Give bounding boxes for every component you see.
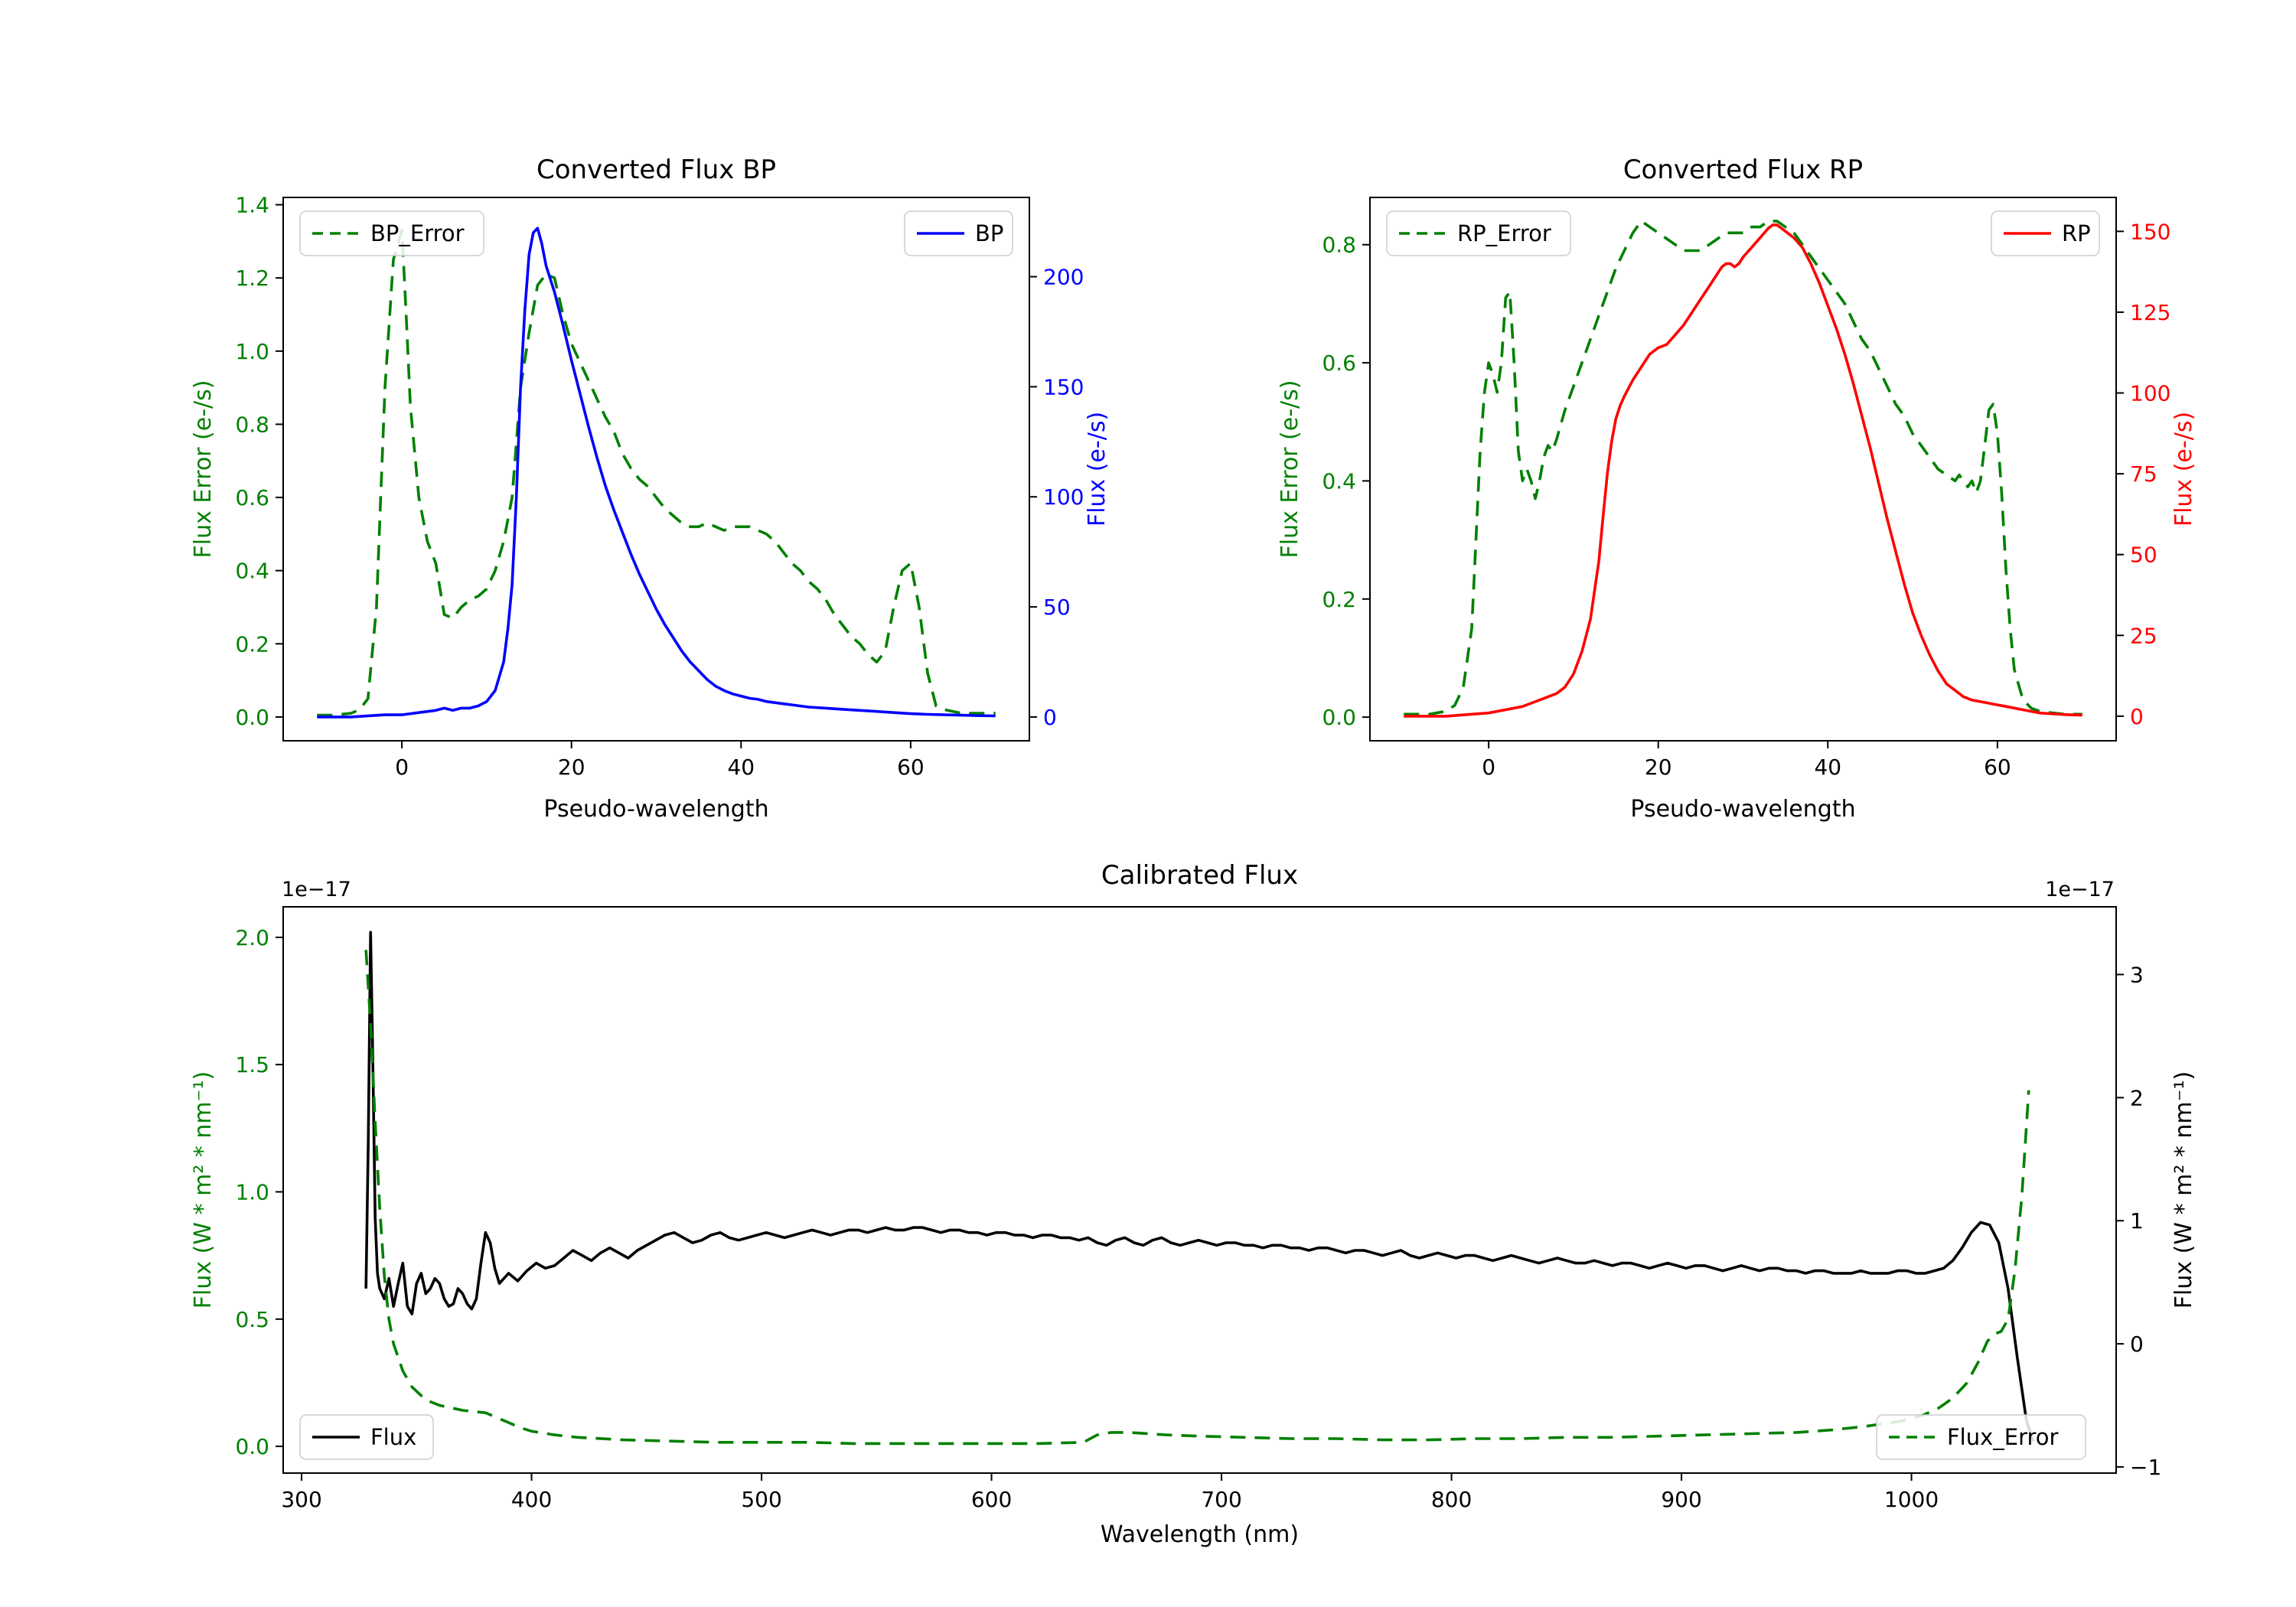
chart-calibrated-flux: 300 400 500 600 700 800 900 1000 0.0 0.5 1.0 1.5 2.0… — [190, 878, 2197, 1512]
y-tick-label-right: 0 — [1043, 705, 1057, 730]
chart-title-rp: Converted Flux RP — [1623, 155, 1864, 185]
x-tick-label: 400 — [511, 1487, 552, 1512]
y-tick-label-right: 200 — [1043, 265, 1084, 290]
legend-label: BP — [975, 220, 1003, 246]
legend-rp-error: RP_Error — [1386, 210, 1571, 256]
legend-flux: Flux — [299, 1414, 434, 1460]
y-tick-label-left: 0.6 — [235, 485, 269, 510]
y-tick-label-left: 0.0 — [1322, 705, 1356, 730]
x-tick-label: 60 — [897, 755, 925, 780]
y-tick-label-right: 150 — [1043, 374, 1084, 399]
legend-box — [299, 1414, 434, 1460]
y-axis-label-left: Flux (W * m² * nm⁻¹) — [190, 1071, 217, 1309]
y-tick-label-right: −1 — [2130, 1455, 2161, 1480]
x-tick-label: 40 — [1814, 755, 1841, 780]
series-line-bp-error — [317, 229, 996, 717]
y-tick-label-left: 2.0 — [235, 925, 269, 950]
y-tick-label-right: 0 — [2130, 1332, 2144, 1357]
y-tick-label-left: 0.8 — [1322, 233, 1356, 258]
y-tick-label-left: 0.5 — [235, 1307, 269, 1332]
y-tick-label-left: 0.2 — [235, 631, 269, 657]
y-tick-label-right: 25 — [2130, 623, 2157, 648]
y-tick-label-right: 0 — [2130, 704, 2144, 729]
y-tick-label-left: 1.0 — [235, 339, 269, 364]
chart-converted-flux-rp: 0 20 40 60 0.0 0.2 0.4 0.6 0.8 0 25 50 75 100 125 150 Fl… — [1277, 197, 2197, 780]
y-tick-label-right: 75 — [2130, 461, 2157, 487]
y-tick-label-right: 100 — [1043, 484, 1084, 510]
y-tick-label-right: 3 — [2130, 962, 2144, 987]
x-tick-label: 20 — [558, 755, 585, 780]
y-tick-label-left: 1.5 — [235, 1052, 269, 1077]
y-tick-label-left: 0.6 — [1322, 350, 1356, 376]
series-line-rp — [1404, 223, 2082, 718]
x-tick-label: 0 — [1482, 755, 1495, 780]
y-axis-label-left: Flux Error (e-/s) — [190, 380, 217, 559]
y-tick-label-left: 0.4 — [235, 559, 269, 584]
legend-box — [299, 210, 484, 256]
x-tick-label: 900 — [1661, 1487, 1701, 1512]
y-axis-label-left: Flux Error (e-/s) — [1277, 380, 1303, 559]
legend-box — [1386, 210, 1571, 256]
plot-border — [282, 197, 1030, 742]
x-tick-label: 0 — [395, 755, 409, 780]
y-tick-label-right: 2 — [2130, 1085, 2144, 1110]
legend-flux-error: Flux_Error — [1876, 1414, 2086, 1460]
y-tick-label-right: 125 — [2130, 300, 2170, 325]
x-tick-label: 1000 — [1884, 1487, 1939, 1512]
y-tick-label-left: 1.4 — [235, 193, 269, 218]
legend-label: BP_Error — [370, 220, 465, 246]
y-tick-label-right: 50 — [1043, 595, 1071, 620]
chart-title-bp: Converted Flux BP — [536, 155, 777, 185]
legend-bp-error: BP_Error — [299, 210, 484, 256]
y-tick-label-right: 1 — [2130, 1208, 2144, 1234]
y-tick-label-left: 0.0 — [235, 705, 269, 730]
y-tick-label-left: 0.4 — [1322, 468, 1356, 494]
chart-converted-flux-bp: 0 20 40 60 0.0 0.2 0.4 0.6 0.8 1.0 1.2 1.4 0 50 100 150… — [190, 193, 1110, 780]
y-tick-label-right: 50 — [2130, 543, 2157, 568]
chart-title-calibrated: Calibrated Flux — [1101, 860, 1299, 891]
y-tick-label-left: 1.0 — [235, 1179, 269, 1204]
x-tick-label: 500 — [741, 1487, 781, 1512]
y-tick-label-left: 0.0 — [235, 1434, 269, 1459]
x-tick-label: 800 — [1431, 1487, 1472, 1512]
x-axis-label-rp: Pseudo-wavelength — [1630, 796, 1856, 823]
x-axis-label-bp: Pseudo-wavelength — [543, 796, 769, 823]
y-tick-label-right: 150 — [2130, 219, 2170, 244]
legend-label: RP — [2062, 220, 2091, 246]
y-axis-label-right: Flux (W * m² * nm⁻¹) — [2170, 1071, 2197, 1309]
x-tick-label: 20 — [1645, 755, 1672, 780]
legend-label: Flux_Error — [1947, 1424, 2059, 1450]
y-axis-label-right: Flux (e-/s) — [2170, 412, 2197, 526]
series-line-bp — [317, 227, 996, 719]
x-tick-label: 60 — [1984, 755, 2011, 780]
plot-border — [282, 906, 2117, 1474]
y-axis-offset-right: 1e−17 — [2045, 878, 2115, 901]
y-tick-label-left: 0.8 — [235, 412, 269, 437]
x-tick-label: 300 — [281, 1487, 321, 1512]
y-axis-label-right: Flux (e-/s) — [1084, 412, 1110, 526]
plot-border — [1369, 197, 2117, 742]
x-tick-label: 600 — [971, 1487, 1012, 1512]
y-axis-offset-left: 1e−17 — [282, 878, 351, 901]
y-tick-label-left: 1.2 — [235, 266, 269, 291]
legend-label: RP_Error — [1457, 220, 1551, 246]
x-tick-label: 40 — [727, 755, 755, 780]
x-axis-label-calibrated: Wavelength (nm) — [1100, 1521, 1300, 1548]
series-line-rp-error — [1404, 220, 2082, 716]
legend-bp: BP — [904, 210, 1013, 256]
series-line-flux-error — [364, 950, 2030, 1446]
y-tick-label-left: 0.2 — [1322, 587, 1356, 612]
y-tick-label-right: 100 — [2130, 381, 2170, 406]
legend-label: Flux — [370, 1424, 416, 1450]
series-line-flux — [364, 931, 2035, 1442]
x-tick-label: 700 — [1201, 1487, 1241, 1512]
legend-rp: RP — [1991, 210, 2100, 256]
legend-box — [1876, 1414, 2086, 1460]
